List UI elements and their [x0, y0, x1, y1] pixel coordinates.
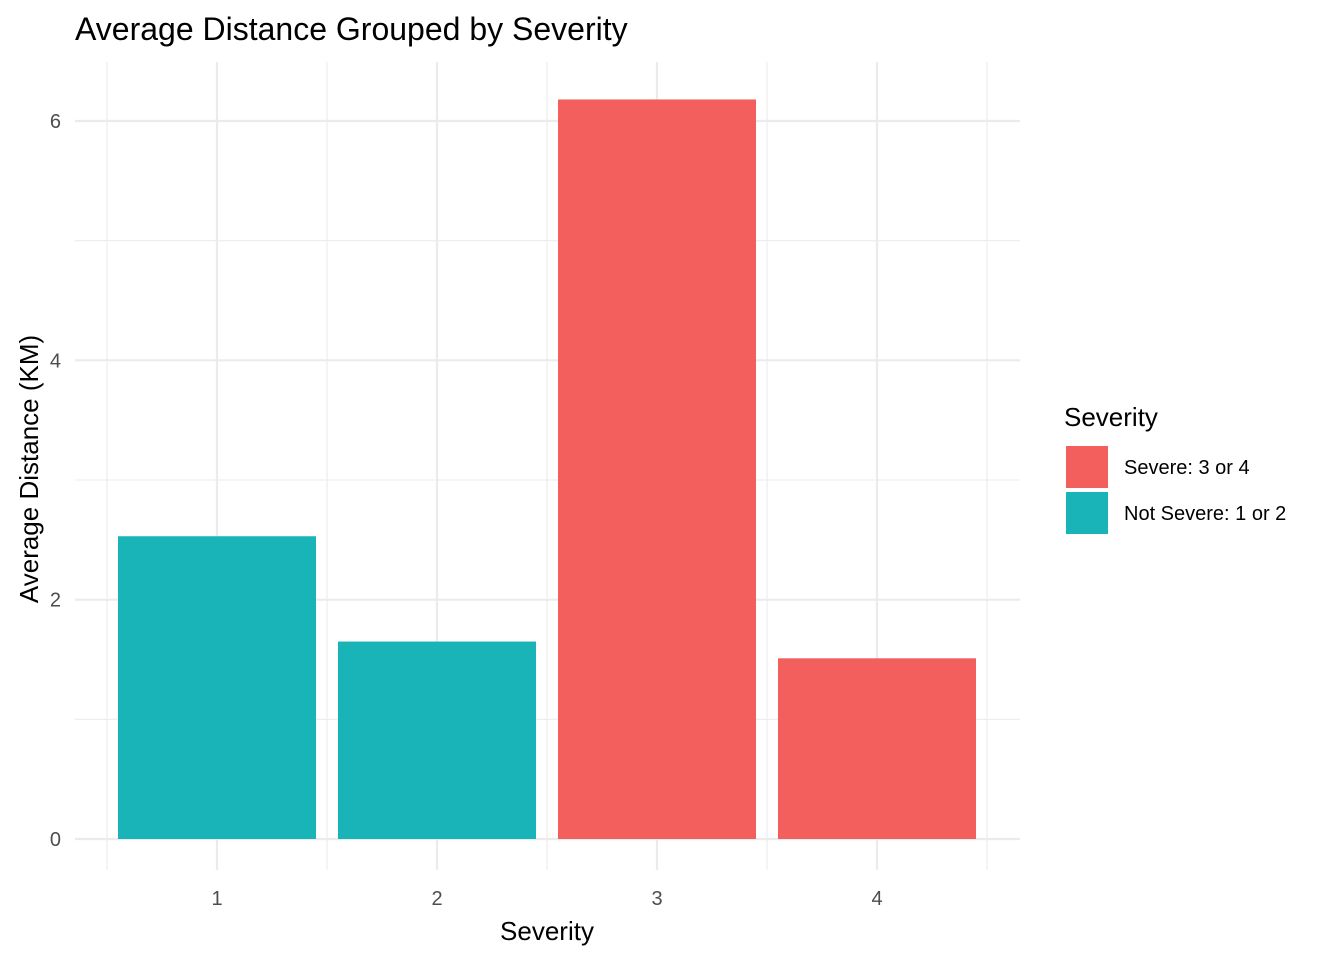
- x-axis-title: Severity: [500, 916, 594, 946]
- bars: [118, 99, 976, 839]
- legend-title: Severity: [1064, 402, 1158, 432]
- y-tick-label: 0: [50, 829, 61, 851]
- y-tick-label: 4: [50, 350, 61, 372]
- y-tick-label: 6: [50, 111, 61, 133]
- y-axis-ticks: 0 2 4 6: [50, 111, 61, 851]
- legend-label: Severe: 3 or 4: [1124, 457, 1250, 479]
- legend: Severity Severe: 3 or 4 Not Severe: 1 or …: [1064, 402, 1286, 534]
- x-tick-label: 4: [871, 888, 882, 910]
- x-tick-label: 3: [651, 888, 662, 910]
- legend-label: Not Severe: 1 or 2: [1124, 503, 1286, 525]
- y-tick-label: 2: [50, 590, 61, 612]
- x-tick-label: 2: [431, 888, 442, 910]
- bar-severity-2: [338, 641, 536, 839]
- bar-severity-3: [558, 99, 756, 839]
- chart-title: Average Distance Grouped by Severity: [75, 11, 628, 47]
- legend-swatch: [1066, 492, 1108, 534]
- bar-severity-4: [778, 658, 976, 839]
- x-tick-label: 1: [211, 888, 222, 910]
- legend-swatch: [1066, 446, 1108, 488]
- bar-severity-1: [118, 536, 316, 839]
- x-axis-ticks: 1 2 3 4: [211, 888, 882, 910]
- y-axis-title: Average Distance (KM): [14, 335, 44, 603]
